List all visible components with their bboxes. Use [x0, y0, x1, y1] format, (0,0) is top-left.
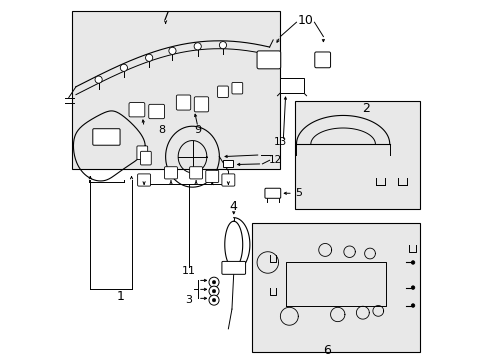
Circle shape — [410, 286, 414, 289]
FancyBboxPatch shape — [231, 82, 242, 94]
Bar — [251, 223, 419, 352]
Circle shape — [219, 41, 226, 49]
Text: 6: 6 — [323, 344, 330, 357]
Text: 7: 7 — [161, 10, 169, 23]
FancyBboxPatch shape — [140, 151, 151, 165]
Circle shape — [208, 277, 219, 287]
Text: H: H — [103, 132, 110, 141]
Circle shape — [212, 298, 215, 302]
FancyBboxPatch shape — [189, 167, 202, 179]
FancyBboxPatch shape — [129, 103, 144, 117]
FancyBboxPatch shape — [217, 86, 228, 98]
FancyBboxPatch shape — [222, 261, 245, 274]
Circle shape — [208, 286, 219, 296]
Text: 4: 4 — [229, 201, 237, 213]
Circle shape — [194, 43, 201, 50]
Text: 3: 3 — [185, 295, 192, 305]
FancyBboxPatch shape — [164, 167, 177, 179]
FancyBboxPatch shape — [137, 174, 150, 186]
FancyBboxPatch shape — [222, 174, 234, 186]
Circle shape — [168, 47, 176, 54]
FancyBboxPatch shape — [314, 52, 330, 68]
FancyBboxPatch shape — [137, 146, 147, 159]
Text: 13: 13 — [273, 138, 286, 147]
FancyBboxPatch shape — [280, 78, 303, 93]
Circle shape — [410, 261, 414, 264]
Text: 2: 2 — [362, 102, 369, 115]
Circle shape — [212, 280, 215, 284]
FancyBboxPatch shape — [93, 129, 120, 145]
Text: 12: 12 — [268, 155, 281, 165]
Circle shape — [95, 76, 102, 83]
Circle shape — [212, 289, 215, 293]
Text: 9: 9 — [194, 125, 201, 135]
FancyBboxPatch shape — [194, 97, 208, 112]
Bar — [294, 101, 419, 209]
Circle shape — [145, 54, 152, 61]
Text: 5: 5 — [294, 188, 301, 198]
Text: 11: 11 — [182, 266, 196, 276]
Text: 8: 8 — [158, 125, 165, 135]
FancyBboxPatch shape — [176, 95, 190, 110]
FancyBboxPatch shape — [264, 188, 280, 198]
Circle shape — [410, 304, 414, 307]
Text: 10: 10 — [297, 14, 313, 27]
Circle shape — [120, 64, 127, 71]
Text: 1: 1 — [117, 290, 124, 303]
Circle shape — [208, 295, 219, 305]
Bar — [72, 12, 280, 169]
FancyBboxPatch shape — [205, 170, 218, 183]
FancyBboxPatch shape — [257, 51, 280, 69]
FancyBboxPatch shape — [223, 160, 233, 167]
FancyBboxPatch shape — [148, 104, 164, 119]
